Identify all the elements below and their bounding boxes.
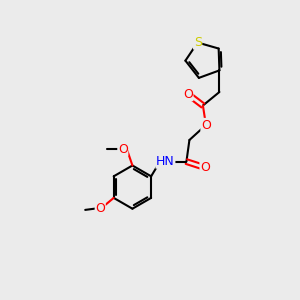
- Text: S: S: [194, 36, 202, 49]
- Text: O: O: [118, 142, 128, 155]
- Text: O: O: [95, 202, 105, 215]
- Text: HN: HN: [156, 155, 175, 168]
- Text: O: O: [200, 161, 210, 174]
- Text: O: O: [183, 88, 193, 100]
- Text: O: O: [201, 118, 211, 131]
